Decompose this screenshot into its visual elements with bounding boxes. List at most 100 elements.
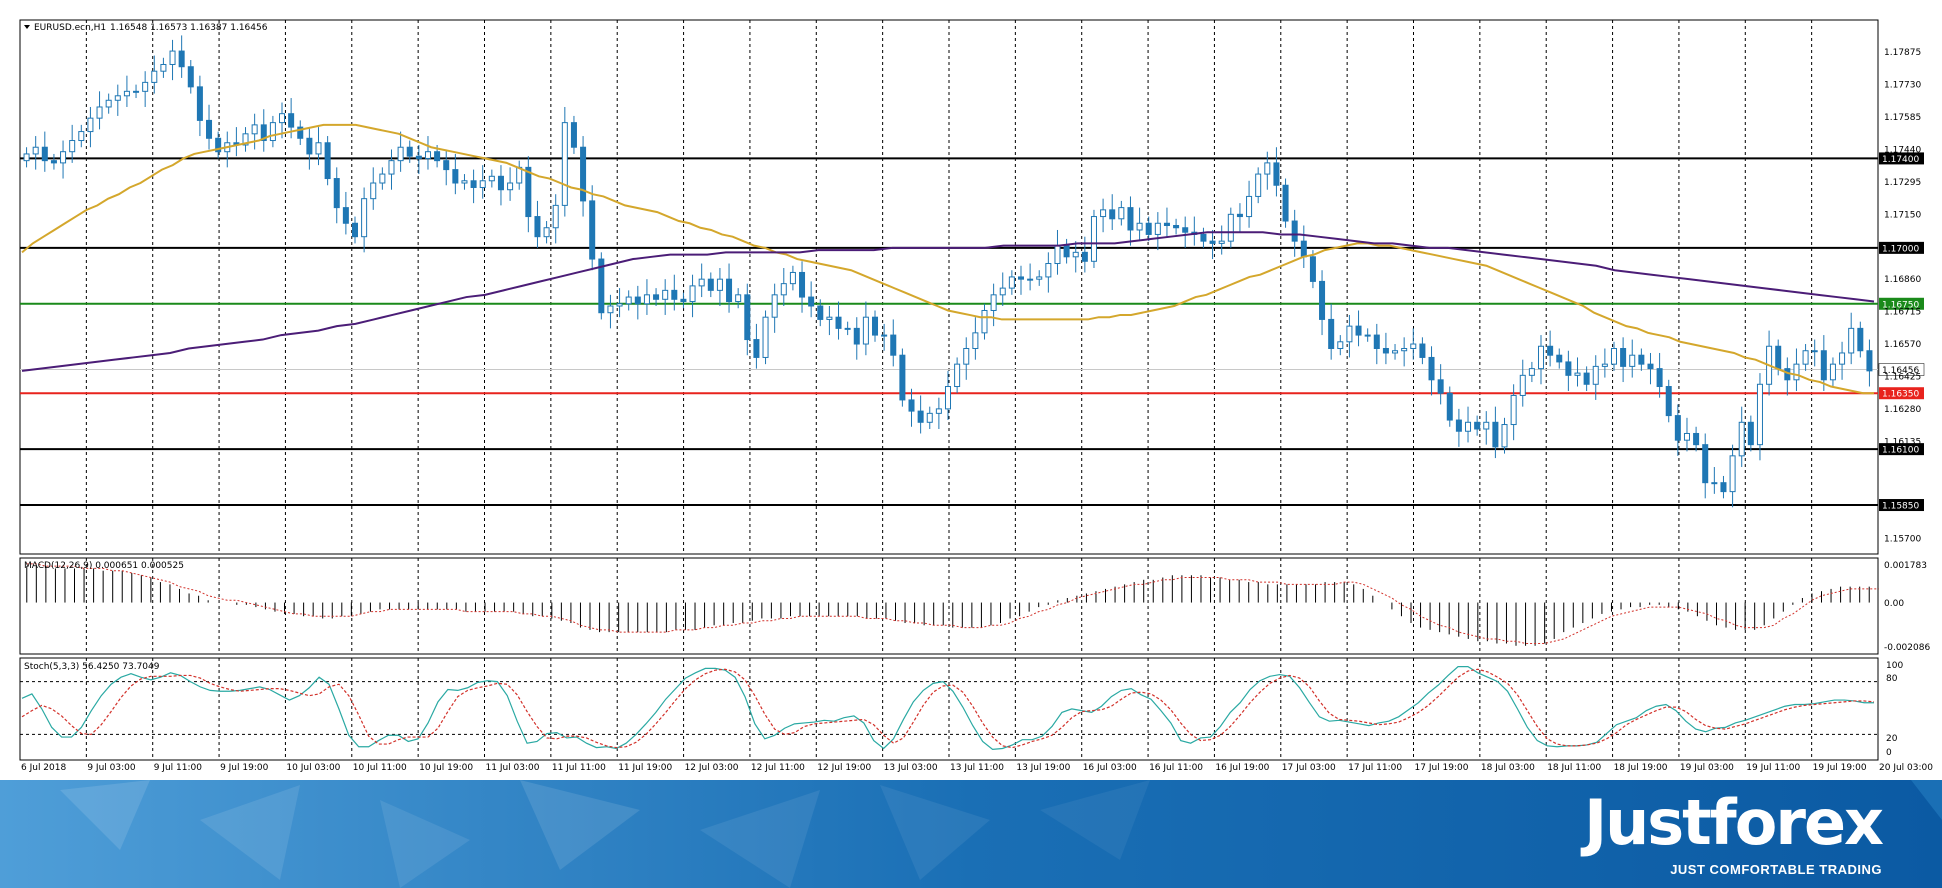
candle-body	[297, 126, 304, 139]
candle-body	[1364, 334, 1371, 337]
candle-body	[1027, 278, 1034, 281]
x-axis-label: 11 Jul 11:00	[552, 763, 606, 773]
candle-body	[324, 142, 331, 180]
candle-body	[1255, 173, 1262, 197]
x-axis-label: 18 Jul 03:00	[1481, 763, 1535, 773]
macd-signal-line	[26, 563, 1879, 644]
price-axis-label: 1.16135	[1884, 437, 1921, 447]
candle-body	[744, 294, 751, 341]
x-axis-label: 10 Jul 11:00	[353, 763, 407, 773]
candle-body	[1455, 419, 1462, 432]
level-tag	[1879, 241, 1924, 254]
candle-body	[707, 278, 714, 291]
candle-body	[1583, 372, 1590, 385]
justforex-logo: Justforex	[1584, 786, 1884, 859]
candle-body	[643, 294, 650, 305]
level-tag	[1879, 387, 1924, 400]
level-tag	[1879, 499, 1924, 512]
candle-body	[1446, 392, 1453, 421]
candle-body	[1227, 213, 1234, 242]
candle-body	[361, 198, 368, 238]
x-axis-label: 11 Jul 03:00	[486, 763, 540, 773]
candle-body	[862, 316, 869, 345]
candle-body	[1109, 209, 1116, 220]
banner-background	[0, 780, 1942, 888]
candle-body	[653, 294, 660, 300]
price-axis-label: 1.17440	[1884, 145, 1921, 155]
candle-body	[1319, 280, 1326, 320]
candle-body	[853, 327, 860, 345]
candle-body	[1145, 222, 1152, 235]
level-tag	[1879, 443, 1924, 456]
candle-body	[1264, 162, 1271, 175]
candle-body	[142, 81, 149, 92]
candle-body	[1738, 421, 1745, 457]
candle-body	[1674, 415, 1681, 441]
candle-body	[908, 399, 915, 412]
candle-body	[607, 305, 614, 314]
candle-body	[41, 146, 48, 162]
candle-body	[1802, 350, 1809, 365]
stoch-axis-80: 80	[1886, 674, 1898, 684]
candle-body	[1729, 455, 1736, 493]
level-tag-label: 1.16100	[1882, 446, 1919, 456]
candle-body	[169, 50, 176, 65]
level-tag	[1879, 297, 1924, 310]
x-axis-label: 10 Jul 19:00	[419, 763, 473, 773]
candle-body	[133, 90, 140, 93]
candle-body	[698, 278, 705, 287]
stochastic-lines	[20, 666, 1878, 750]
moving-averages	[21, 123, 1875, 395]
x-axis-label: 17 Jul 19:00	[1415, 763, 1469, 773]
candle-body	[1756, 383, 1763, 446]
candle-body	[789, 271, 796, 285]
level-tag	[1879, 152, 1924, 165]
candle-body	[1382, 347, 1389, 354]
candle-body	[1465, 421, 1472, 432]
candle-body	[69, 140, 76, 153]
candle-body	[452, 169, 459, 184]
candle-body	[662, 289, 669, 300]
candle-body	[589, 200, 596, 260]
candlesticks	[23, 35, 1873, 508]
price-axis-label: 1.17730	[1884, 81, 1921, 91]
macd-axis-top: 0.001783	[1884, 561, 1927, 571]
candle-body	[881, 334, 888, 337]
x-axis-label: 12 Jul 11:00	[751, 763, 805, 773]
candle-body	[1072, 251, 1079, 258]
x-axis-label: 11 Jul 19:00	[618, 763, 672, 773]
candle-body	[1118, 207, 1125, 220]
candle-body	[680, 298, 687, 303]
candle-body	[990, 294, 997, 311]
candle-body	[1410, 343, 1417, 349]
candle-body	[32, 146, 39, 155]
candle-body	[1045, 263, 1052, 278]
price-axis-label: 1.16425	[1884, 372, 1921, 382]
ma-fast-line	[21, 123, 1874, 395]
level-tag-label: 1.15850	[1882, 502, 1919, 512]
candle-body	[507, 182, 514, 191]
candle-body	[999, 287, 1006, 296]
price-axis-label: 1.17585	[1884, 113, 1921, 123]
candle-body	[1656, 368, 1663, 388]
candle-body	[470, 180, 477, 188]
x-axis-label: 18 Jul 19:00	[1614, 763, 1668, 773]
x-axis-label: 19 Jul 11:00	[1746, 763, 1800, 773]
candle-body	[260, 124, 267, 142]
candle-body	[1300, 240, 1307, 258]
candle-body	[196, 86, 203, 121]
candle-body	[1829, 363, 1836, 381]
candle-body	[242, 133, 249, 146]
candle-body	[1090, 216, 1097, 262]
candle-body	[424, 151, 431, 159]
candle-body	[1711, 482, 1718, 485]
candle-body	[251, 124, 258, 135]
candle-body	[1173, 225, 1180, 229]
candle-body	[1036, 276, 1043, 280]
candle-body	[716, 278, 723, 291]
x-axis-label: 16 Jul 03:00	[1083, 763, 1137, 773]
stoch-signal-line	[21, 668, 1875, 749]
candle-body	[1501, 424, 1508, 448]
candle-body	[406, 146, 413, 157]
candle-body	[598, 258, 605, 314]
